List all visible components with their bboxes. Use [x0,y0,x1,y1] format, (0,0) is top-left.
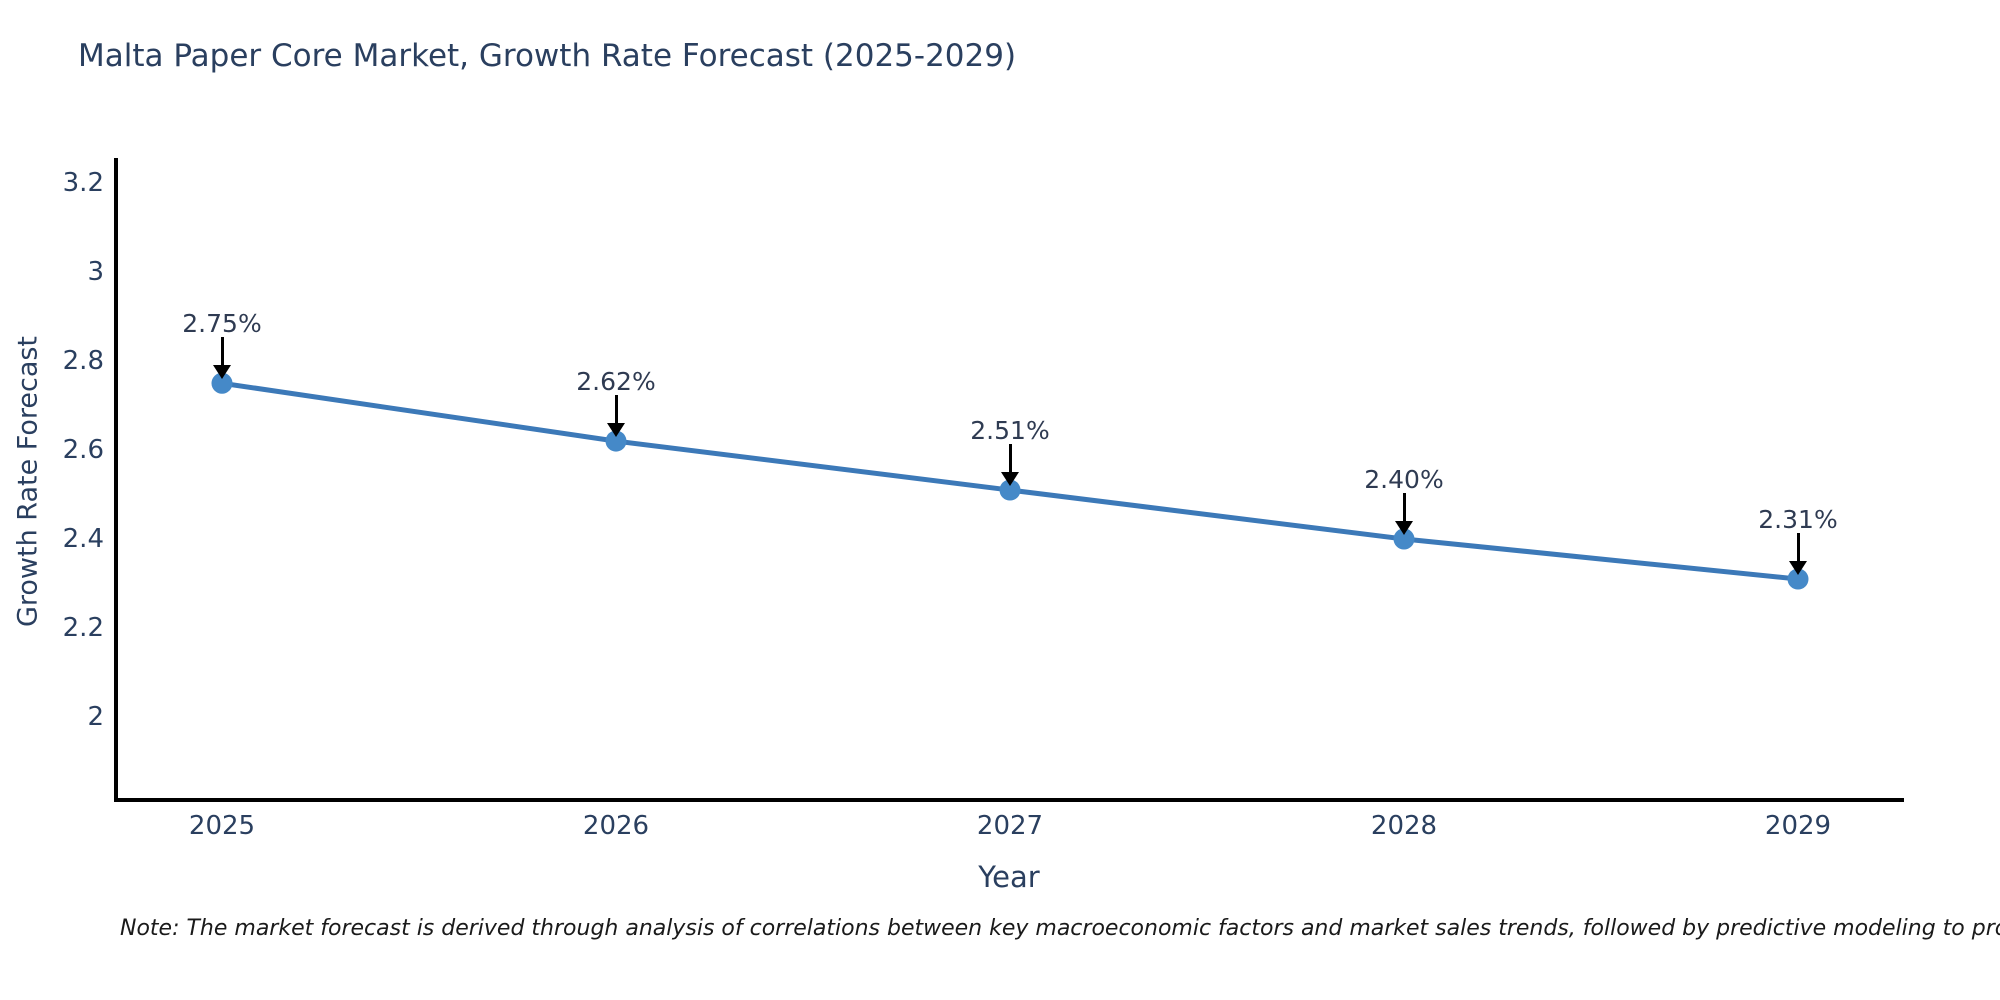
point-value-label: 2.31% [1758,505,1838,535]
y-tick-label: 2.8 [62,346,104,376]
annotation-arrow-shaft [220,337,224,367]
annotation-arrowhead-icon [213,365,231,380]
annotation-arrowhead-icon [607,423,625,438]
x-tick-label: 2027 [976,811,1044,841]
y-tick-label: 2.6 [62,435,104,465]
y-tick-label: 2.4 [62,524,104,554]
y-tick-label: 3 [87,257,104,287]
annotation-arrow-shaft [1796,533,1800,563]
annotation-arrow-shaft [614,395,618,425]
point-value-label: 2.62% [576,367,656,397]
annotation-arrowhead-icon [1001,472,1019,487]
annotation-arrow-shaft [1008,444,1012,474]
point-value-label: 2.40% [1364,465,1444,494]
y-axis-spine [114,158,118,802]
x-tick-label: 2026 [582,811,650,841]
footnote: Note: The market forecast is derived thr… [120,916,2000,941]
x-tick-label: 2028 [1370,811,1438,841]
y-tick-label: 2 [87,702,104,732]
point-value-label: 2.75% [182,309,262,339]
x-axis-spine [114,798,1904,802]
annotation-arrowhead-icon [1395,521,1413,535]
annotation-arrow-shaft [1402,493,1406,522]
y-tick-label: 3.2 [62,168,104,198]
x-tick-label: 2029 [1764,811,1832,841]
point-value-label: 2.51% [970,416,1050,446]
x-axis-title: Year [978,860,1040,894]
annotation-arrowhead-icon [1789,561,1807,576]
y-tick-label: 2.2 [62,613,104,643]
chart-title: Malta Paper Core Market, Growth Rate For… [78,38,1017,74]
x-tick-label: 2025 [188,811,256,841]
